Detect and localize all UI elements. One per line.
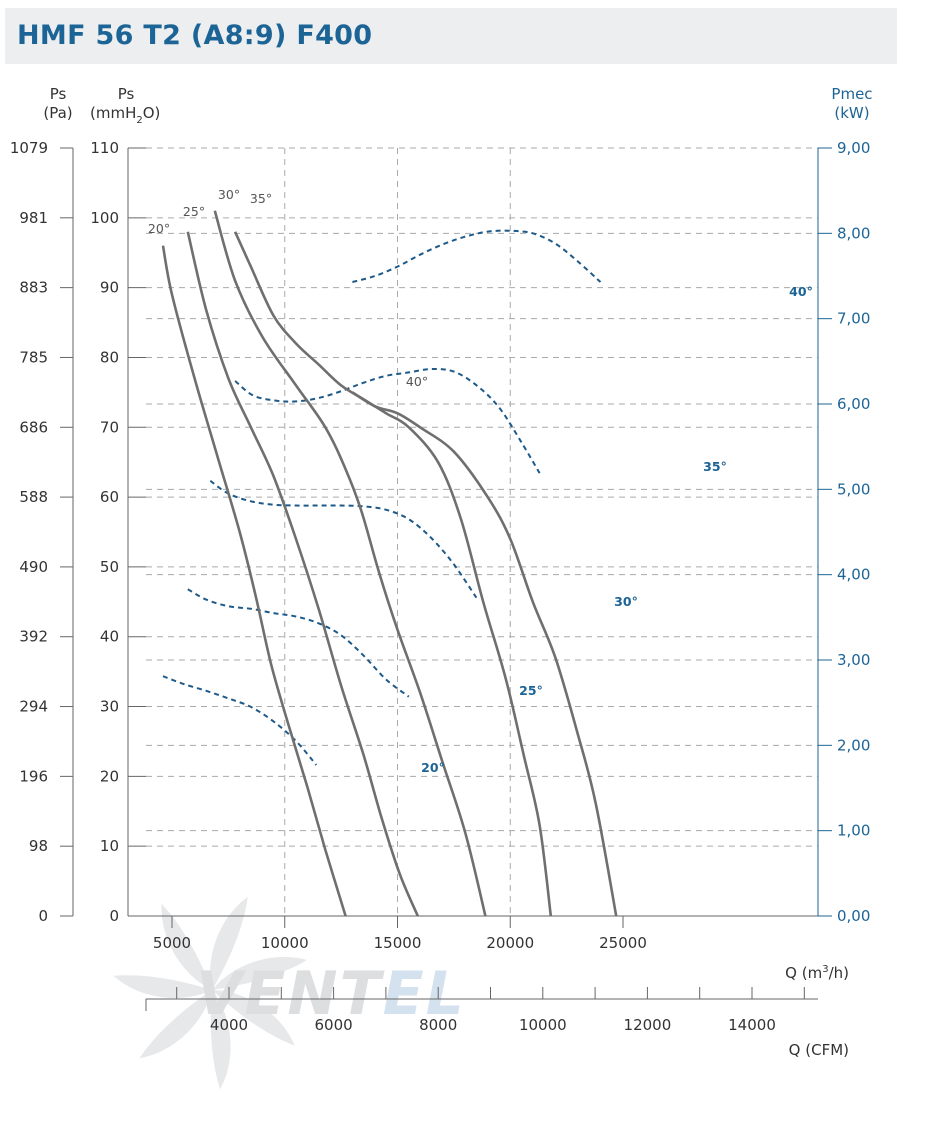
axes [72,148,819,1000]
pa-axis-label: Ps [50,85,67,103]
pressure-label-35deg: 35° [250,191,272,206]
pa-axis-unit: (Pa) [43,104,72,122]
pressure-curve-35deg [233,231,553,917]
tick-label-mmh2o: 60 [100,488,119,506]
tick-label-power: 4,00 [837,566,870,584]
tick-label-cfm: 6000 [315,1016,353,1034]
tick-label-m3h: 20000 [486,934,534,952]
ventel-logo: VENTEL [113,897,466,1090]
mmh2o-axis-unit: (mmH2O) [90,104,160,126]
logo-fan-blade [210,897,248,990]
power-label-40deg: 40° [789,284,813,299]
tick-label-mmh2o: 40 [100,628,119,646]
tick-label-cfm: 10000 [519,1016,567,1034]
pressure-label-25deg: 25° [183,204,205,219]
tick-label-m3h: 5000 [153,934,191,952]
pressure-label-20deg: 20° [148,221,170,236]
tick-label-power: 5,00 [837,480,870,498]
tick-label-pa: 392 [19,628,48,646]
power-label-30deg: 30° [614,594,638,609]
tick-label-mmh2o: 0 [109,907,119,925]
tick-label-pa: 883 [19,279,48,297]
tick-label-m3h: 10000 [261,934,309,952]
tick-label-cfm: 4000 [210,1016,248,1034]
logo-fan-blade [210,990,231,1090]
tick-label-mmh2o: 70 [100,418,119,436]
tick-label-mmh2o: 30 [100,698,119,716]
tick-label-power: 6,00 [837,395,870,413]
grid-lines [146,147,818,916]
power-label-20deg: 20° [421,760,445,775]
tick-label-pa: 981 [19,209,48,227]
tick-label-power: 8,00 [837,224,870,242]
tick-label-pa: 98 [29,837,48,855]
page-title: HMF 56 T2 (A8:9) F400 [17,20,373,51]
tick-label-pa: 588 [19,488,48,506]
logo-wordmark: VENTEL [196,959,466,1029]
power-label-25deg: 25° [519,683,543,698]
power-curve-25deg [187,588,410,698]
title-bar: HMF 56 T2 (A8:9) F400 [5,8,897,64]
tick-label-mmh2o: 90 [100,279,119,297]
curve-labels: 20° 25° 30° 35° 40° 20° 25° 30° 35° 40° [148,187,813,775]
pressure-curve-25deg [186,231,419,917]
tick-label-pa: 196 [19,767,48,785]
tick-label-power: 0,00 [837,907,870,925]
logo-fan-blade [212,956,307,990]
tick-label-pa: 686 [19,418,48,436]
power-curve-30deg [209,479,478,599]
tick-label-mmh2o: 80 [100,348,119,366]
power-curve-20deg [162,675,318,766]
pressure-curve-30deg [213,210,487,917]
tick-label-mmh2o: 10 [100,837,119,855]
tick-label-power: 1,00 [837,822,870,840]
tick-marks [60,147,832,1011]
tick-label-power: 3,00 [837,651,870,669]
power-label-35deg: 35° [703,459,727,474]
pressure-curve-20deg [161,245,347,917]
x-axis-cfm-label: Q (CFM) [789,1041,849,1059]
tick-label-m3h: 25000 [599,934,647,952]
tick-label-cfm: 12000 [624,1016,672,1034]
tick-label-mmh2o: 50 [100,558,119,576]
tick-label-power: 9,00 [837,139,870,157]
pressure-curves [161,210,618,917]
power-curve-35deg [234,367,541,474]
mmh2o-axis-label: Ps [118,85,135,103]
tick-label-pa: 785 [19,348,48,366]
tick-label-mmh2o: 110 [90,139,119,157]
logo-fan-blade [139,990,212,1059]
logo-fan-blade [212,990,295,1046]
x-axis-m3h-label: Q (m3/h) [785,964,849,982]
pressure-label-40deg: 40° [406,374,428,389]
pressure-label-30deg: 30° [218,187,240,202]
tick-label-pa: 294 [19,698,48,716]
tick-label-pa: 1079 [10,139,48,157]
logo-fan-blade [113,975,212,998]
power-axis-unit: (kW) [834,104,869,122]
tick-label-cfm: 8000 [419,1016,457,1034]
tick-label-power: 2,00 [837,736,870,754]
tick-label-power: 7,00 [837,310,870,328]
pressure-curve-40deg [351,391,618,917]
tick-label-m3h: 15000 [374,934,422,952]
tick-label-pa: 490 [19,558,48,576]
logo-fan-blade [161,904,212,990]
tick-label-cfm: 14000 [728,1016,776,1034]
tick-label-pa: 0 [38,907,48,925]
tick-label-mmh2o: 20 [100,767,119,785]
tick-label-mmh2o: 100 [90,209,119,227]
power-curve-40deg [352,229,602,283]
power-axis-label: Pmec [831,85,872,103]
